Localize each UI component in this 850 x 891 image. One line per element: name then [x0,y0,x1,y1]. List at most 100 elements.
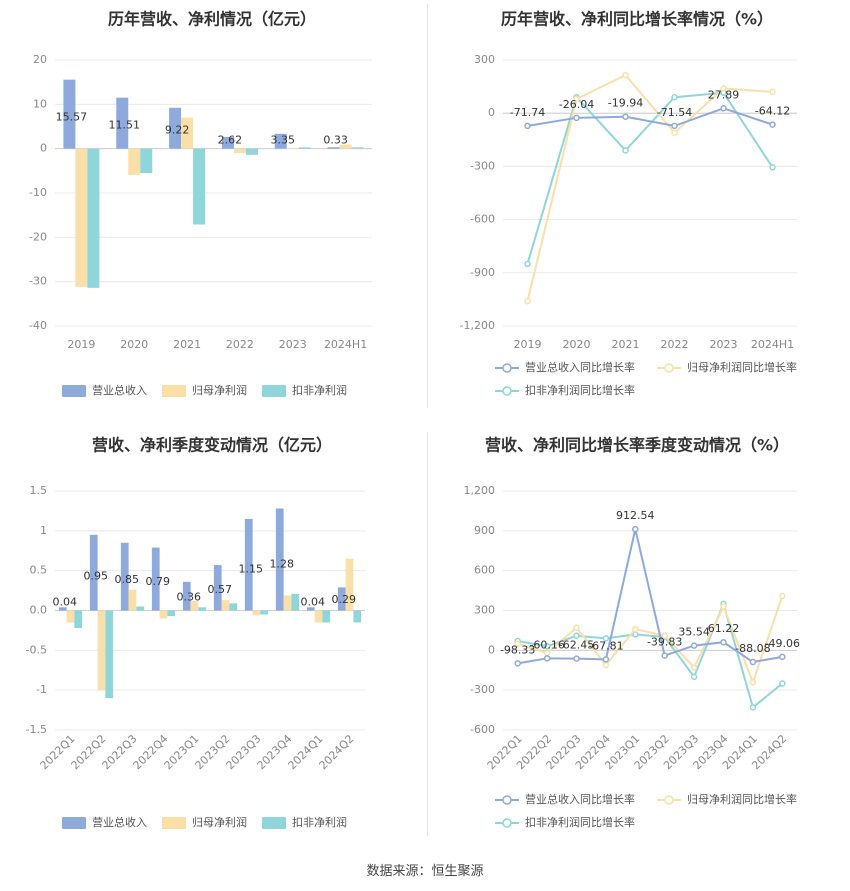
x-tick-label: 2021 [173,338,201,351]
legend-marker [502,363,512,373]
data-label: -62.45 [559,639,594,652]
y-tick-label: -600 [470,213,495,226]
x-tick-label: 2024H1 [751,338,794,351]
series-point [671,122,678,130]
bar-netprofit [181,117,194,149]
bar-netprofit [75,148,88,287]
chart-quarterly-amount-svg: 营收、净利季度变动情况（亿元）1.510.50.0-0.5-1-1.52022Q… [26,436,365,829]
chart-annual-amount: 历年营收、净利情况（亿元） 20 10 0 -10 -20 -30 -40 2019 2020 20… [0,0,425,410]
x-tick-label: 2020 [120,338,148,351]
x-tick-label: 2019 [67,338,95,351]
legend-label: 归母净利润同比增长率 [687,360,797,374]
legend-label: 扣非净利润 [292,383,347,397]
bar-deducted [167,610,176,617]
x-tick-label: 2021 [612,338,640,351]
bar-netprofit [252,610,261,616]
data-label: 0.36 [177,591,202,604]
bar-netprofit [345,558,354,611]
data-label: 27.89 [708,88,740,101]
data-label: 0.29 [332,593,357,606]
legend-swatch [262,385,286,397]
bar-revenue [169,107,182,149]
data-label: 912.54 [616,509,655,522]
y-tick-label: -600 [470,723,495,736]
bar-revenue [337,587,346,611]
series-point [543,655,551,662]
data-label: -71.54 [657,106,692,119]
bar-deducted [351,147,364,149]
chart-title: 营收、净利同比增长率季度变动情况（%） [485,436,789,455]
series-point [671,129,678,136]
x-tick-label: 2024H1 [324,338,367,351]
series-point [690,673,698,681]
vertical-divider-top [427,4,428,408]
bar-deducted [136,606,145,611]
chart-annual-growth: 历年营收、净利同比增长率情况（%） 300 0 -300 -600 -900 -1,200 2… [425,0,850,410]
y-tick-label: 1.5 [30,484,48,497]
series-point [720,638,727,646]
data-label: 0.04 [53,596,78,609]
legend-label: 归母净利润 [192,383,247,397]
series-point [632,625,639,633]
chart-title: 营收、净利季度变动情况（亿元） [92,436,332,455]
bar-deducted [198,607,207,611]
series-point [622,147,629,154]
bar-netprofit [66,610,75,623]
series-line-netprofit [517,595,784,686]
bar-revenue [221,137,234,149]
legend-label: 扣非净利润同比增长率 [525,383,635,397]
y-tick-label: 0 [40,142,47,155]
series-point [779,592,786,600]
series-point [720,603,727,610]
legend-label: 营业总收入 [92,383,147,397]
y-tick-label: -0.5 [26,643,47,656]
bar-revenue [306,607,315,611]
x-tick-label: 2023 [710,338,738,351]
data-source-note: 数据来源：恒生聚源 [366,864,484,879]
legend-marker [664,363,674,373]
y-tick-label: 20 [33,53,47,66]
bar-revenue [244,518,253,611]
x-tick-label: 2022 [661,338,689,351]
series-point [622,71,629,79]
bar-deducted [260,610,269,615]
data-label: -19.94 [608,97,643,110]
series-point [769,88,776,96]
x-tick-label: 2023 [279,338,307,351]
data-label: 3.35 [271,134,296,147]
legend-label: 营业总收入 [92,815,147,829]
bar-deducted [140,148,153,174]
legend-marker [502,818,512,828]
data-label: -98.33 [500,643,535,656]
vertical-divider-bottom [427,432,428,836]
data-label: 0.57 [208,583,233,596]
legend-label: 营业总收入同比增长率 [525,792,635,806]
y-tick-label: 10 [33,97,47,110]
series-point [749,704,757,711]
chart-title: 历年营收、净利情况（亿元） [108,10,316,29]
bar-deducted [74,610,83,629]
chart-quarterly-growth-svg: 营收、净利同比增长率季度变动情况（%） 1,200 900 600 300 0 -300 -6… [464,436,801,830]
bar-netprofit [283,595,292,611]
data-label: 0.33 [323,134,348,147]
series-point [661,652,668,659]
legend-marker [664,795,674,805]
data-label: 0.79 [146,575,171,588]
series-point [524,122,531,130]
y-tick-label: -10 [29,186,47,199]
bar-netprofit [314,610,323,623]
bar-netprofit [221,600,230,611]
bar-revenue [182,581,191,611]
y-tick-label: -30 [29,275,47,288]
bar-revenue [116,97,129,149]
legend-swatch [62,385,86,397]
chart-title: 历年营收、净利同比增长率情况（%） [501,10,773,29]
bar-revenue [120,542,129,611]
bar-deducted [322,610,331,623]
series-line-netprofit [526,73,773,302]
y-tick-label: -300 [470,159,495,172]
bar-revenue [213,565,222,611]
series-point [749,658,757,666]
y-tick-label: -1,200 [460,319,495,332]
y-tick-label: -1.5 [26,723,47,736]
